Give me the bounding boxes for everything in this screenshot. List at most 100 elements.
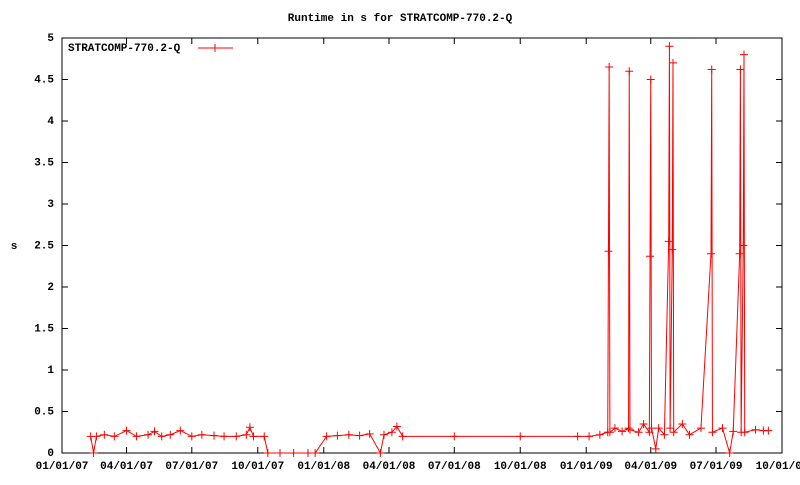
y-tick-label: 3 (47, 199, 54, 211)
x-tick-label: 07/01/09 (690, 461, 743, 473)
point-marker (668, 58, 677, 67)
x-tick-label: 10/01/08 (494, 461, 547, 473)
point-marker (150, 427, 159, 436)
point-marker (624, 424, 633, 433)
point-marker (654, 424, 663, 433)
point-marker (708, 428, 717, 437)
point-marker (725, 449, 734, 457)
point-marker (718, 424, 727, 433)
y-tick-label: 3.5 (34, 157, 54, 169)
point-marker (736, 65, 745, 74)
chart-title: Runtime in s for STRATCOMP-770.2-Q (288, 13, 513, 25)
x-tick-label: 10/01/09 (756, 461, 800, 473)
point-marker (605, 428, 614, 437)
point-marker (595, 430, 604, 439)
y-tick-label: 4.5 (34, 74, 54, 86)
y-tick-label: 2 (47, 282, 54, 294)
point-marker (740, 428, 749, 437)
point-marker (739, 241, 748, 250)
point-marker (450, 432, 459, 441)
x-tick-label: 04/01/07 (100, 461, 153, 473)
point-marker (322, 432, 331, 441)
point-marker (696, 424, 705, 433)
point-marker (355, 431, 364, 440)
point-marker (276, 449, 285, 457)
x-tick-label: 01/01/09 (560, 461, 613, 473)
point-marker (89, 449, 98, 457)
legend-label: STRATCOMP-770.2-Q (68, 43, 181, 55)
x-tick-label: 07/01/08 (428, 461, 481, 473)
point-marker (303, 449, 312, 457)
point-marker (344, 430, 353, 439)
y-tick-label: 0.5 (34, 406, 54, 418)
x-tick-label: 10/01/07 (231, 461, 284, 473)
point-marker (605, 63, 614, 72)
legend-marker (211, 44, 219, 52)
point-marker (764, 426, 773, 435)
point-marker (666, 424, 675, 433)
point-marker (669, 428, 678, 437)
point-marker (132, 432, 141, 441)
point-marker (751, 425, 760, 434)
x-tick-label: 04/01/09 (624, 461, 677, 473)
point-marker (379, 430, 388, 439)
point-marker (92, 432, 101, 441)
point-marker (604, 247, 613, 256)
y-tick-label: 0 (47, 448, 54, 460)
x-tick-label: 01/01/08 (297, 461, 350, 473)
point-marker (664, 237, 673, 246)
point-marker (232, 432, 241, 441)
point-marker (376, 449, 385, 457)
point-marker (197, 430, 206, 439)
point-marker (249, 432, 258, 441)
point-marker (646, 252, 655, 261)
x-tick-label: 07/01/07 (165, 461, 218, 473)
point-marker (707, 249, 716, 258)
point-marker (729, 427, 738, 436)
point-marker (122, 426, 131, 435)
point-marker (289, 449, 298, 457)
point-marker (311, 449, 320, 457)
x-tick-label: 01/01/07 (36, 461, 89, 473)
point-marker (735, 249, 744, 258)
point-marker (573, 432, 582, 441)
point-marker (166, 430, 175, 439)
point-marker (685, 430, 694, 439)
point-marker (625, 67, 634, 76)
point-marker (639, 419, 648, 428)
point-marker (387, 428, 396, 437)
point-marker (668, 245, 677, 254)
x-tick-label: 04/01/08 (363, 461, 416, 473)
point-marker (647, 424, 656, 433)
point-marker (220, 432, 229, 441)
point-marker (665, 42, 674, 51)
point-marker (392, 422, 401, 431)
point-marker (678, 419, 687, 428)
point-marker (176, 426, 185, 435)
y-tick-label: 5 (47, 33, 54, 45)
y-axis-label: s (11, 241, 18, 253)
point-marker (625, 425, 634, 434)
point-marker (187, 432, 196, 441)
point-marker (210, 431, 219, 440)
y-tick-label: 2.5 (34, 240, 54, 252)
point-marker (100, 430, 109, 439)
point-marker (739, 50, 748, 59)
point-marker (516, 432, 525, 441)
point-marker (245, 423, 254, 432)
point-marker (157, 432, 166, 441)
point-marker (263, 449, 272, 457)
point-marker (646, 75, 655, 84)
point-marker (707, 65, 716, 74)
point-marker (110, 432, 119, 441)
series-line (90, 46, 769, 455)
point-marker (610, 424, 619, 433)
point-marker (634, 428, 643, 437)
point-marker (651, 444, 660, 453)
point-marker (260, 432, 269, 441)
point-marker (645, 428, 654, 437)
y-tick-label: 4 (47, 116, 54, 128)
point-marker (144, 430, 153, 439)
point-marker (618, 427, 627, 436)
